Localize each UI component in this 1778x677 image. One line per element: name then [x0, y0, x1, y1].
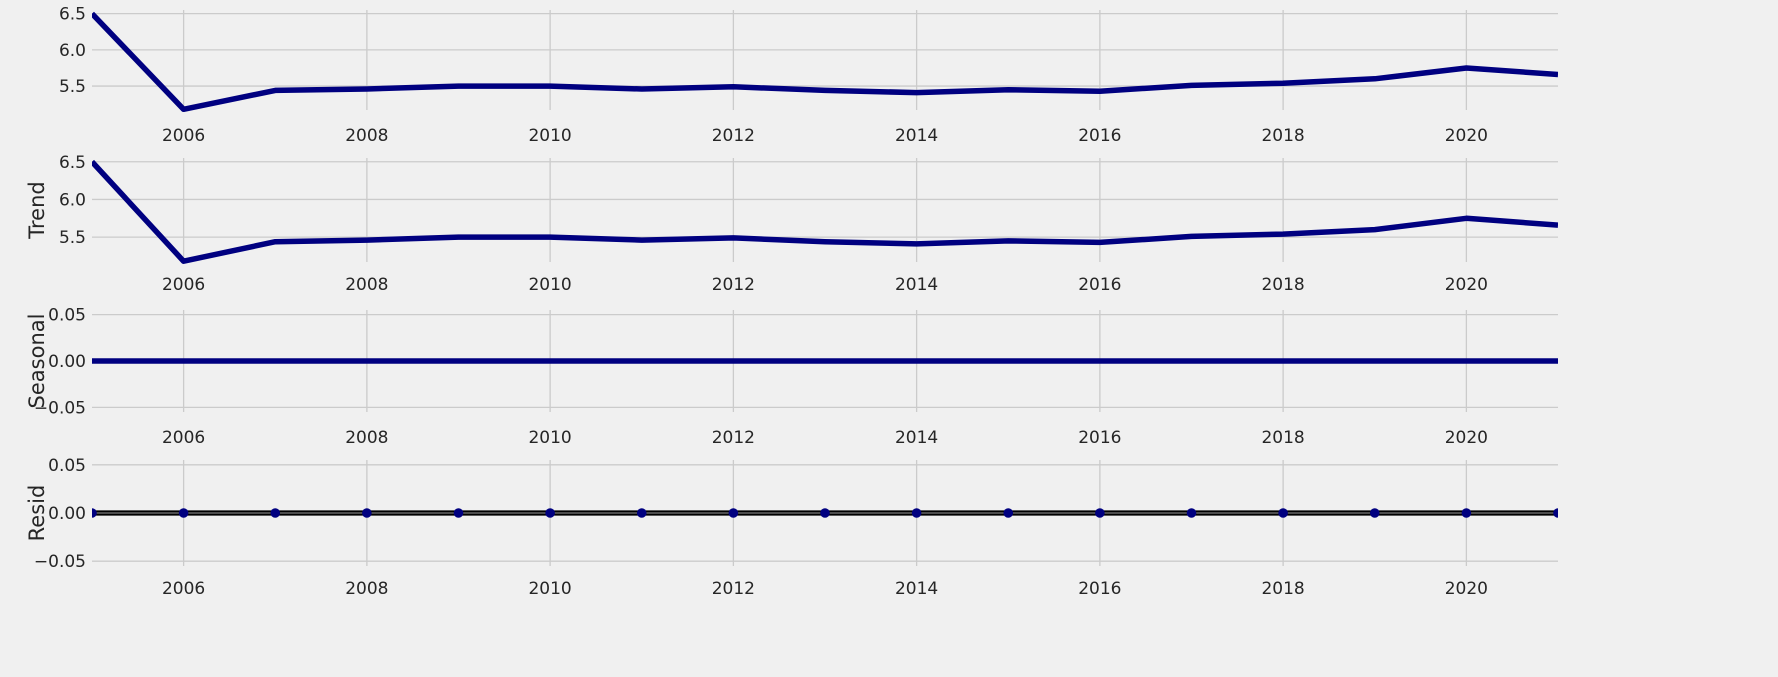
y-tick-label: −0.05 [34, 398, 86, 418]
x-tick-label: 2018 [1261, 428, 1304, 448]
resid-point [820, 508, 830, 518]
x-tick-label: 2008 [345, 428, 388, 448]
x-tick-label: 2012 [712, 579, 755, 599]
panel-observed: 2006 2008 2010 2012 2014 2016 2018 2020 5.5 6.0 6.… [59, 5, 1558, 146]
resid-point [1095, 508, 1105, 518]
resid-point [911, 508, 922, 518]
resid-point [1553, 508, 1558, 518]
y-tick-label: 5.5 [59, 77, 86, 97]
y-tick-label: 0.05 [48, 456, 86, 476]
x-tick-label: 2014 [895, 275, 938, 295]
x-tick-label: 2012 [712, 275, 755, 295]
resid-point [636, 508, 647, 518]
x-tick-label: 2008 [345, 579, 388, 599]
x-tick-label: 2006 [162, 275, 205, 295]
x-tick-label: 2016 [1078, 428, 1121, 448]
resid-point [270, 508, 281, 518]
y-tick-label: −0.05 [34, 552, 86, 572]
y-tick-label: 6.0 [59, 41, 86, 61]
x-tick-label: 2006 [162, 126, 205, 146]
x-tick-label: 2006 [162, 579, 205, 599]
resid-point [362, 508, 372, 518]
x-tick-label: 2020 [1445, 428, 1488, 448]
y-axis-label: Seasonal [25, 314, 49, 409]
resid-point [92, 508, 97, 518]
resid-point [728, 508, 739, 518]
series-line-trend [92, 159, 1558, 264]
x-tick-label: 2018 [1261, 126, 1304, 146]
x-tick-label: 2008 [345, 126, 388, 146]
panel-trend: 2006 2008 2010 2012 2014 2016 2018 2020 5.5 6.0 6.… [25, 153, 1558, 295]
x-tick-label: 2008 [345, 275, 388, 295]
x-tick-label: 2020 [1445, 126, 1488, 146]
panel-resid: 2006 2008 2010 2012 2014 2016 2018 2020 −0.05 0.0… [25, 456, 1558, 599]
x-tick-label: 2020 [1445, 579, 1488, 599]
x-tick-label: 2014 [895, 126, 938, 146]
x-tick-label: 2010 [528, 126, 571, 146]
x-tick-label: 2016 [1078, 126, 1121, 146]
y-tick-label: 0.00 [48, 352, 86, 372]
resid-point [1278, 508, 1288, 518]
x-tick-label: 2020 [1445, 275, 1488, 295]
resid-point [1003, 508, 1014, 518]
resid-point [1186, 508, 1197, 518]
series-line-observed [92, 11, 1558, 113]
resid-point [178, 508, 189, 518]
x-tick-label: 2018 [1261, 275, 1304, 295]
x-tick-label: 2018 [1261, 579, 1304, 599]
y-tick-label: 5.5 [59, 228, 86, 248]
x-tick-label: 2016 [1078, 275, 1121, 295]
y-tick-label: 6.0 [59, 190, 86, 210]
panel-seasonal: 2006 2008 2010 2012 2014 2016 2018 2020 −0.05 0.0… [25, 306, 1558, 448]
y-axis-label: Trend [25, 181, 49, 239]
resid-point [453, 508, 464, 518]
x-tick-label: 2010 [528, 579, 571, 599]
y-axis-label: Resid [25, 485, 49, 542]
y-tick-label: 0.05 [48, 306, 86, 326]
y-tick-label: 0.00 [48, 504, 86, 524]
resid-point [545, 508, 555, 518]
y-tick-label: 6.5 [59, 5, 86, 25]
y-tick-label: 6.5 [59, 153, 86, 173]
x-tick-label: 2014 [895, 428, 938, 448]
x-tick-label: 2010 [528, 275, 571, 295]
x-tick-label: 2014 [895, 579, 938, 599]
x-tick-label: 2012 [712, 126, 755, 146]
x-tick-label: 2016 [1078, 579, 1121, 599]
x-tick-label: 2010 [528, 428, 571, 448]
resid-point [1369, 508, 1380, 518]
x-tick-label: 2006 [162, 428, 205, 448]
resid-point [1461, 508, 1472, 518]
x-tick-label: 2012 [712, 428, 755, 448]
